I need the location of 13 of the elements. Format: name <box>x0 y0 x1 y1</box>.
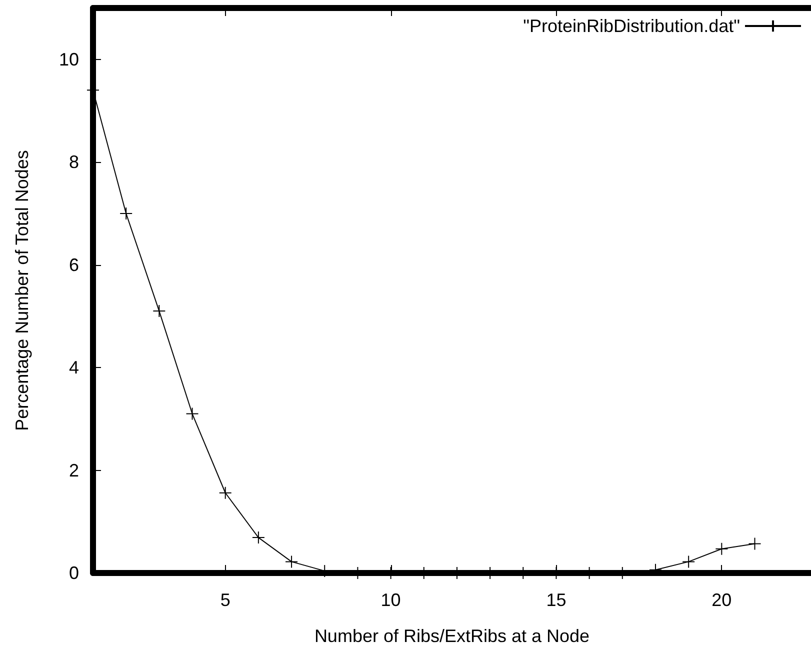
x-tick-label: 5 <box>220 590 230 610</box>
x-tick-label: 20 <box>712 590 732 610</box>
y-tick-label: 4 <box>68 358 79 378</box>
legend-label: "ProteinRibDistribution.dat" <box>523 16 740 36</box>
y-tick-label: 0 <box>68 563 79 583</box>
y-axis-title: Percentage Number of Total Nodes <box>12 150 32 431</box>
x-axis-title: Number of Ribs/ExtRibs at a Node <box>314 626 590 646</box>
x-tick-label: 15 <box>546 590 566 610</box>
y-tick-label: 10 <box>58 49 79 70</box>
x-tick-label: 10 <box>380 590 401 610</box>
y-tick-label: 6 <box>68 254 79 275</box>
y-tick-label: 8 <box>68 152 79 172</box>
y-tick-label: 2 <box>68 460 79 480</box>
